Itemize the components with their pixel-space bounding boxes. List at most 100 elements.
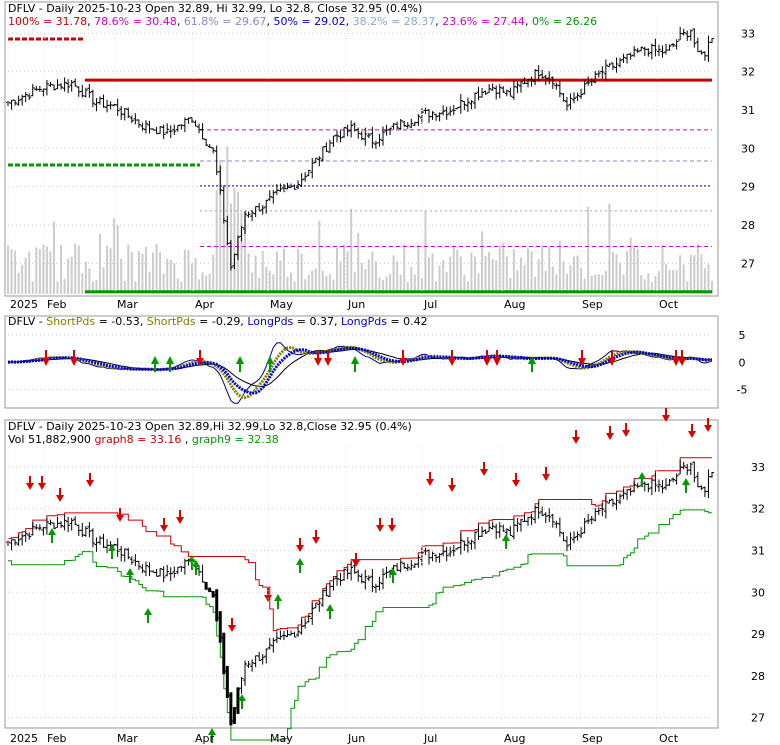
price-y-tick-label: 32 xyxy=(741,66,755,79)
volume-bar xyxy=(173,263,176,294)
volume-bar xyxy=(604,270,607,294)
signal-arrow-down xyxy=(704,425,712,432)
volume-bar xyxy=(215,189,218,294)
x-axis-label: Apr xyxy=(195,732,215,745)
signal-arrow-up xyxy=(151,356,159,364)
volume-bar xyxy=(240,212,243,294)
signal-arrow-down xyxy=(608,358,616,366)
volume-bar xyxy=(38,249,41,294)
signal-arrow-down xyxy=(324,358,332,366)
volume-bar xyxy=(208,273,211,294)
volume-bar xyxy=(350,208,353,294)
volume-bar xyxy=(583,278,586,294)
volume-bar xyxy=(367,259,370,294)
volume-bar xyxy=(321,270,324,294)
volume-bar xyxy=(102,267,105,294)
x-axis-label: Aug xyxy=(504,732,525,745)
volume-bar xyxy=(668,269,671,294)
graph9-legend: graph9 = 32.38 xyxy=(192,433,279,446)
volume-bar xyxy=(633,247,636,294)
signal-arrow-up xyxy=(144,608,152,615)
volume-bar xyxy=(537,258,540,294)
signal-arrow-down xyxy=(376,525,384,532)
volume-bar xyxy=(282,248,285,294)
fib-legend-sep: , xyxy=(346,15,353,28)
volume-label: Vol 51,882,900 xyxy=(8,433,91,446)
volume-bar xyxy=(357,233,360,294)
volume-bar xyxy=(364,268,367,294)
volume-bar xyxy=(300,253,303,294)
signal-arrow-up xyxy=(238,694,246,701)
x-axis-label: Sep xyxy=(582,298,603,311)
volume-bar xyxy=(406,281,409,294)
signal-arrow-down xyxy=(70,358,78,366)
volume-bar xyxy=(519,257,522,294)
signal-arrow-down xyxy=(56,495,64,502)
osc-legend-part: ShortPds xyxy=(46,315,95,328)
volume-bar xyxy=(707,264,710,294)
x-axis-label: Aug xyxy=(504,298,525,311)
volume-bar xyxy=(389,273,392,294)
volume-bar xyxy=(137,251,140,294)
volume-bar xyxy=(21,264,24,294)
volume-bar xyxy=(35,247,38,294)
volume-bar xyxy=(183,249,186,294)
volume-bar xyxy=(512,249,515,294)
fib-legend-entry: 23.6% = 27.44 xyxy=(442,15,525,28)
volume-bar xyxy=(491,259,494,294)
volume-bar xyxy=(396,261,399,294)
fib-legend-sep: , xyxy=(266,15,273,28)
x-axis-label: Sep xyxy=(582,732,603,745)
price-y-tick-label: 31 xyxy=(741,104,755,117)
osc-legend-part: = -0.53, xyxy=(95,315,147,328)
volume-bar xyxy=(622,274,625,294)
volume-bar xyxy=(275,251,278,294)
signal-arrow-down xyxy=(26,483,34,490)
volume-bar xyxy=(700,254,703,294)
volume-bar xyxy=(307,274,310,294)
volume-bar xyxy=(452,245,455,294)
signal-arrow-down xyxy=(578,358,586,366)
oscillator-panel-frame xyxy=(4,315,719,409)
volume-bar xyxy=(190,263,193,294)
signal-arrow-up xyxy=(192,560,200,567)
volume-bar xyxy=(392,255,395,294)
fib-legend-entry: 78.6% = 30.48 xyxy=(94,15,177,28)
volume-bar xyxy=(534,276,537,294)
x-axis-label: Jul xyxy=(423,732,437,745)
volume-bar xyxy=(265,266,268,294)
volume-bar xyxy=(201,272,204,294)
volume-bar xyxy=(640,275,643,294)
osc-legend-part: DFLV - xyxy=(8,315,46,328)
volume-bar xyxy=(654,276,657,294)
volume-bar xyxy=(95,280,98,294)
volume-bar xyxy=(711,280,713,294)
fib-legend-sep: , xyxy=(87,15,94,28)
volume-bar xyxy=(127,244,130,294)
volume-bar xyxy=(590,275,593,294)
volume-bar xyxy=(74,243,77,294)
x-axis-label: Feb xyxy=(47,732,66,745)
volume-bar xyxy=(445,272,448,294)
signal-arrow-up xyxy=(266,356,274,364)
volume-bar xyxy=(28,251,31,294)
volume-bar xyxy=(332,279,335,294)
volume-bar xyxy=(144,246,147,294)
volume-bar xyxy=(56,281,59,294)
price-y-tick-label: 30 xyxy=(741,142,755,155)
volume-bar xyxy=(81,273,84,294)
volume-bar xyxy=(647,273,650,294)
volume-bar xyxy=(212,254,215,294)
volume-bar xyxy=(558,240,561,294)
panel3-title: DFLV - Daily 2025-10-23 Open 32.89,Hi 32… xyxy=(8,420,412,433)
signal-arrow-down xyxy=(160,525,168,532)
volume-bar xyxy=(343,244,346,294)
signal-arrow-down xyxy=(176,517,184,524)
volume-bar xyxy=(84,261,87,294)
price-fib-panel: 33 32 31 30 29 28 27 2025 Feb Mar Apr May Jun Jul Aug S… xyxy=(4,1,755,311)
volume-bar xyxy=(403,244,406,294)
volume-bar xyxy=(286,276,289,294)
graph8-line xyxy=(8,457,712,632)
volume-bar xyxy=(91,281,94,294)
x-axis-label: Jul xyxy=(423,298,437,311)
